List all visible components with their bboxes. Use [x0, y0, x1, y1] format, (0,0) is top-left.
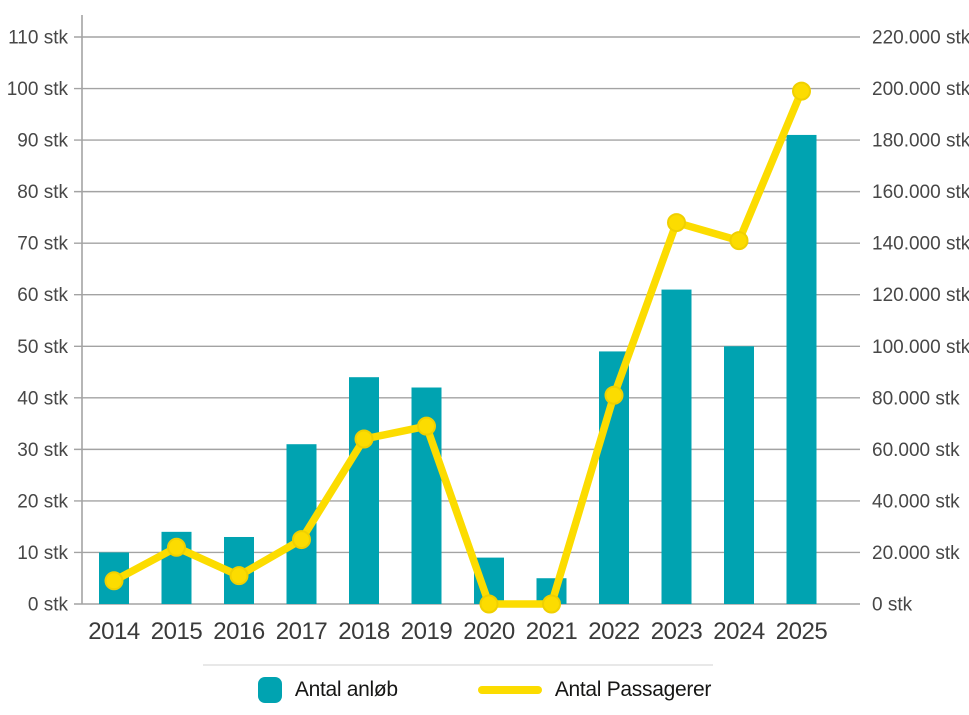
left-axis-tick-label: 50 stk — [17, 337, 68, 358]
passenger-point-2015 — [167, 537, 186, 557]
passenger-point-2022 — [604, 385, 624, 405]
left-axis-tick-label: 20 stk — [17, 491, 68, 512]
passenger-point-2016 — [229, 566, 249, 586]
right-axis-tick-label: 60.000 stk — [872, 440, 960, 461]
passenger-point-2021 — [542, 594, 561, 614]
right-axis-tick-label: 180.000 stk — [872, 131, 969, 152]
right-axis-tick-label: 120.000 stk — [872, 285, 969, 306]
legend-divider — [203, 664, 713, 666]
right-axis-tick-label: 20.000 stk — [872, 543, 960, 564]
right-axis-tick-label: 200.000 stk — [872, 79, 969, 100]
left-axis-tick-label: 80 stk — [17, 182, 68, 203]
legend-label: Antal Passagerer — [554, 678, 712, 701]
x-axis-label-2025: 2025 — [776, 618, 828, 645]
passenger-point-2019 — [417, 416, 436, 436]
bar-2018 — [349, 377, 379, 604]
bar-2023 — [661, 289, 692, 604]
x-axis-label-2020: 2020 — [463, 618, 515, 645]
x-axis-label-2022: 2022 — [588, 618, 640, 645]
passenger-point-2017 — [292, 530, 311, 550]
line-series-swatch-icon — [477, 686, 542, 694]
bar-series-swatch-icon — [257, 677, 282, 703]
left-axis-tick-label: 0 stk — [28, 595, 69, 616]
left-axis-tick-label: 10 stk — [17, 543, 68, 564]
bar-2025 — [786, 134, 817, 604]
x-axis-label-2016: 2016 — [213, 618, 265, 645]
left-axis-tick-label: 100 stk — [7, 79, 69, 100]
passenger-point-2025 — [792, 81, 811, 101]
right-axis-tick-label: 140.000 stk — [872, 234, 969, 255]
legend-item-antal-anlob: Antal anløb — [257, 677, 398, 703]
x-axis-label-2021: 2021 — [526, 618, 578, 645]
passenger-line — [110, 87, 806, 608]
legend-label: Antal anløb — [294, 678, 398, 701]
left-axis-tick-label: 30 stk — [17, 440, 68, 461]
left-axis-tick-label: 70 stk — [17, 234, 68, 255]
right-axis-tick-label: 40.000 stk — [872, 491, 960, 512]
x-axis-label-2024: 2024 — [713, 618, 765, 645]
x-axis-label-2015: 2015 — [151, 618, 203, 645]
x-axis-label-2017: 2017 — [276, 618, 328, 645]
legend-item-antal-passagerer: Antal Passagerer — [477, 678, 712, 702]
x-axis-label-2014: 2014 — [88, 618, 140, 645]
x-axis-label-2019: 2019 — [401, 618, 453, 645]
right-axis-tick-label: 100.000 stk — [872, 337, 969, 358]
passenger-point-2020 — [479, 594, 499, 614]
left-axis-tick-label: 110 stk — [8, 28, 68, 49]
left-axis-tick-label: 40 stk — [17, 388, 68, 409]
x-axis-label-2023: 2023 — [651, 618, 703, 645]
right-axis-tick-label: 160.000 stk — [872, 182, 969, 203]
right-axis-tick-label: 80.000 stk — [872, 388, 960, 409]
bar-2024 — [724, 346, 754, 604]
right-axis-tick-label: 220.000 stk — [872, 28, 969, 49]
passenger-point-2018 — [354, 429, 374, 449]
left-axis-tick-label: 60 stk — [17, 285, 68, 306]
right-axis-tick-label: 0 stk — [872, 595, 913, 616]
x-axis-label-2018: 2018 — [338, 618, 390, 645]
chart-legend: Antal anløb Antal Passagerer — [0, 670, 969, 710]
left-axis-tick-label: 90 stk — [17, 131, 68, 152]
passenger-point-2023 — [667, 213, 686, 233]
passenger-point-2024 — [729, 231, 749, 251]
passenger-point-2014 — [104, 571, 124, 591]
